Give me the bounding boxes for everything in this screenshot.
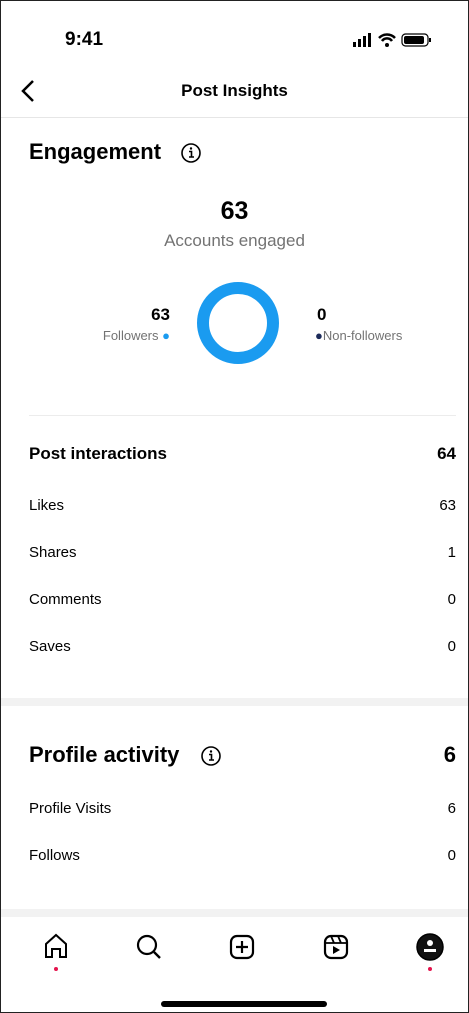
- tab-bar: [1, 917, 468, 1012]
- followers-label: Followers: [103, 328, 159, 343]
- metric-row: Likes 63: [29, 497, 456, 514]
- metric-row: Comments 0: [29, 591, 456, 608]
- metric-label: Likes: [29, 497, 64, 514]
- non-followers-label: Non-followers: [323, 328, 402, 343]
- metric-row: Shares 1: [29, 544, 456, 561]
- non-followers-legend: ●Non-followers: [315, 328, 402, 343]
- section-total: 64: [437, 444, 456, 464]
- metric-label: Saves: [29, 638, 71, 655]
- section-title: Profile activity: [29, 742, 179, 768]
- metric-value: 1: [448, 544, 456, 561]
- metric-value: 6: [448, 800, 456, 817]
- search-tab[interactable]: [138, 936, 160, 958]
- screen: 9:41 Post Insights Engagement 63 Account…: [0, 0, 469, 1013]
- metric-row: Follows 0: [29, 847, 456, 864]
- metric-row: Saves 0: [29, 638, 456, 655]
- section-title: Engagement: [29, 139, 161, 165]
- followers-legend: Followers ●: [103, 328, 170, 343]
- metric-value: 0: [448, 591, 456, 608]
- info-icon[interactable]: [200, 745, 222, 767]
- post-interactions-header: Post interactions 64: [29, 444, 456, 464]
- metric-row: Profile Visits 6: [29, 800, 456, 817]
- create-tab[interactable]: [231, 936, 253, 958]
- followers-count: 63: [151, 305, 170, 325]
- reels-tab[interactable]: [325, 936, 347, 958]
- profile-activity-header: Profile activity 6: [29, 742, 456, 768]
- donut-segment: [203, 288, 273, 358]
- profile-tab[interactable]: [417, 934, 443, 971]
- info-icon[interactable]: [180, 142, 202, 164]
- section-title: Post interactions: [29, 444, 167, 464]
- accounts-engaged-label: Accounts engaged: [1, 231, 468, 251]
- metric-label: Shares: [29, 544, 77, 561]
- status-icons: [353, 31, 443, 49]
- non-followers-count: 0: [317, 305, 326, 325]
- metric-value: 63: [439, 497, 456, 514]
- metric-label: Follows: [29, 847, 80, 864]
- home-tab[interactable]: [46, 935, 66, 971]
- status-time: 9:41: [65, 29, 103, 51]
- metric-label: Comments: [29, 591, 102, 608]
- metric-value: 0: [448, 847, 456, 864]
- header-title: Post Insights: [1, 81, 468, 101]
- section-total: 6: [444, 742, 456, 768]
- metric-value: 0: [448, 638, 456, 655]
- accounts-engaged-count: 63: [1, 197, 468, 226]
- metric-label: Profile Visits: [29, 800, 111, 817]
- donut-chart: [196, 281, 280, 365]
